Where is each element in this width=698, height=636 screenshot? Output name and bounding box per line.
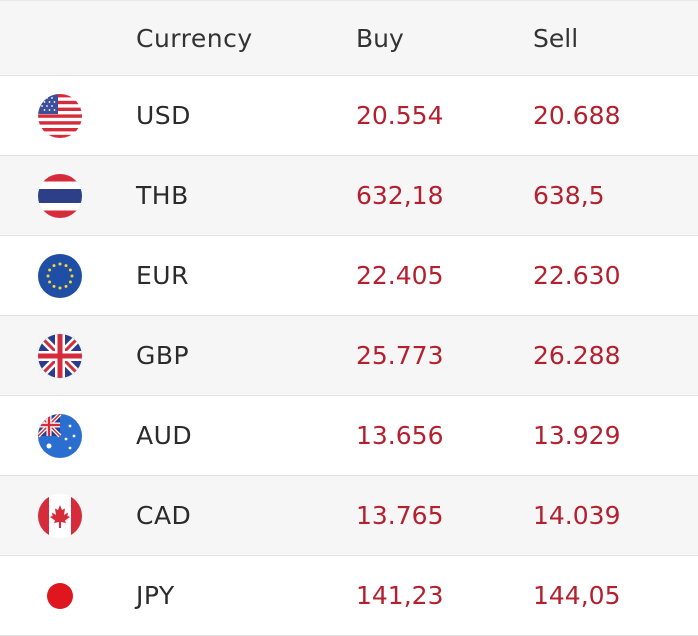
sell-rate: 144,05 (533, 581, 621, 610)
table-row: AUD 13.656 13.929 (0, 396, 698, 476)
currency-code: CAD (136, 501, 192, 530)
buy-rate: 13.765 (356, 501, 444, 530)
sell-rate: 638,5 (533, 181, 605, 210)
buy-rate: 13.656 (356, 421, 444, 450)
sell-rate: 13.929 (533, 421, 621, 450)
table-row: USD 20.554 20.688 (0, 76, 698, 156)
uk-flag-icon (38, 333, 82, 378)
buy-rate: 632,18 (356, 181, 444, 210)
australia-flag-icon (38, 413, 82, 458)
buy-rate: 20.554 (356, 101, 444, 130)
currency-code: USD (136, 101, 191, 130)
buy-column-header: Buy (356, 23, 404, 53)
table-header-row: Currency Buy Sell (0, 1, 698, 76)
sell-column-header: Sell (533, 23, 579, 53)
sell-rate: 26.288 (533, 341, 621, 370)
currency-code: EUR (136, 261, 189, 290)
currency-code: AUD (136, 421, 193, 450)
table-row: GBP 25.773 26.288 (0, 316, 698, 396)
sell-rate: 20.688 (533, 101, 621, 130)
sell-rate: 14.039 (533, 501, 621, 530)
thailand-flag-icon (38, 173, 82, 218)
table-row: JPY 141,23 144,05 (0, 556, 698, 636)
currency-column-header: Currency (136, 23, 253, 53)
buy-rate: 22.405 (356, 261, 444, 290)
us-flag-icon (38, 93, 82, 138)
currency-code: GBP (136, 341, 190, 370)
currency-code: JPY (136, 581, 175, 610)
buy-rate: 25.773 (356, 341, 444, 370)
eu-flag-icon (38, 253, 82, 298)
japan-flag-icon (38, 573, 82, 618)
canada-flag-icon (38, 493, 82, 538)
table-row: CAD 13.765 14.039 (0, 476, 698, 556)
buy-rate: 141,23 (356, 581, 444, 610)
sell-rate: 22.630 (533, 261, 621, 290)
currency-code: THB (136, 181, 189, 210)
table-row: THB 632,18 638,5 (0, 156, 698, 236)
table-row: EUR 22.405 22.630 (0, 236, 698, 316)
